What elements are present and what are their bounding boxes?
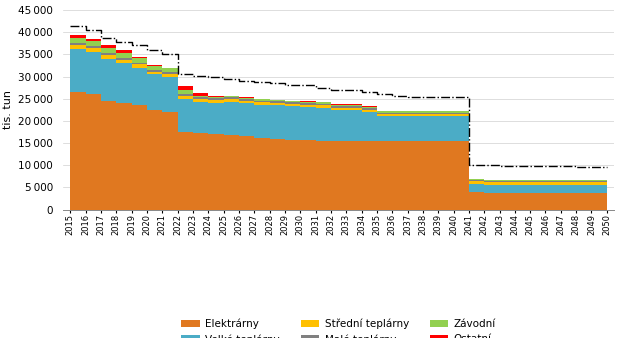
Y-axis label: tis. tun: tis. tun: [3, 90, 13, 129]
Legend: Elektrárny, Velké teplárny, Střední teplárny, Malé teplárny, Závodní, Ostatní: Elektrárny, Velké teplárny, Střední tepl…: [181, 318, 496, 338]
